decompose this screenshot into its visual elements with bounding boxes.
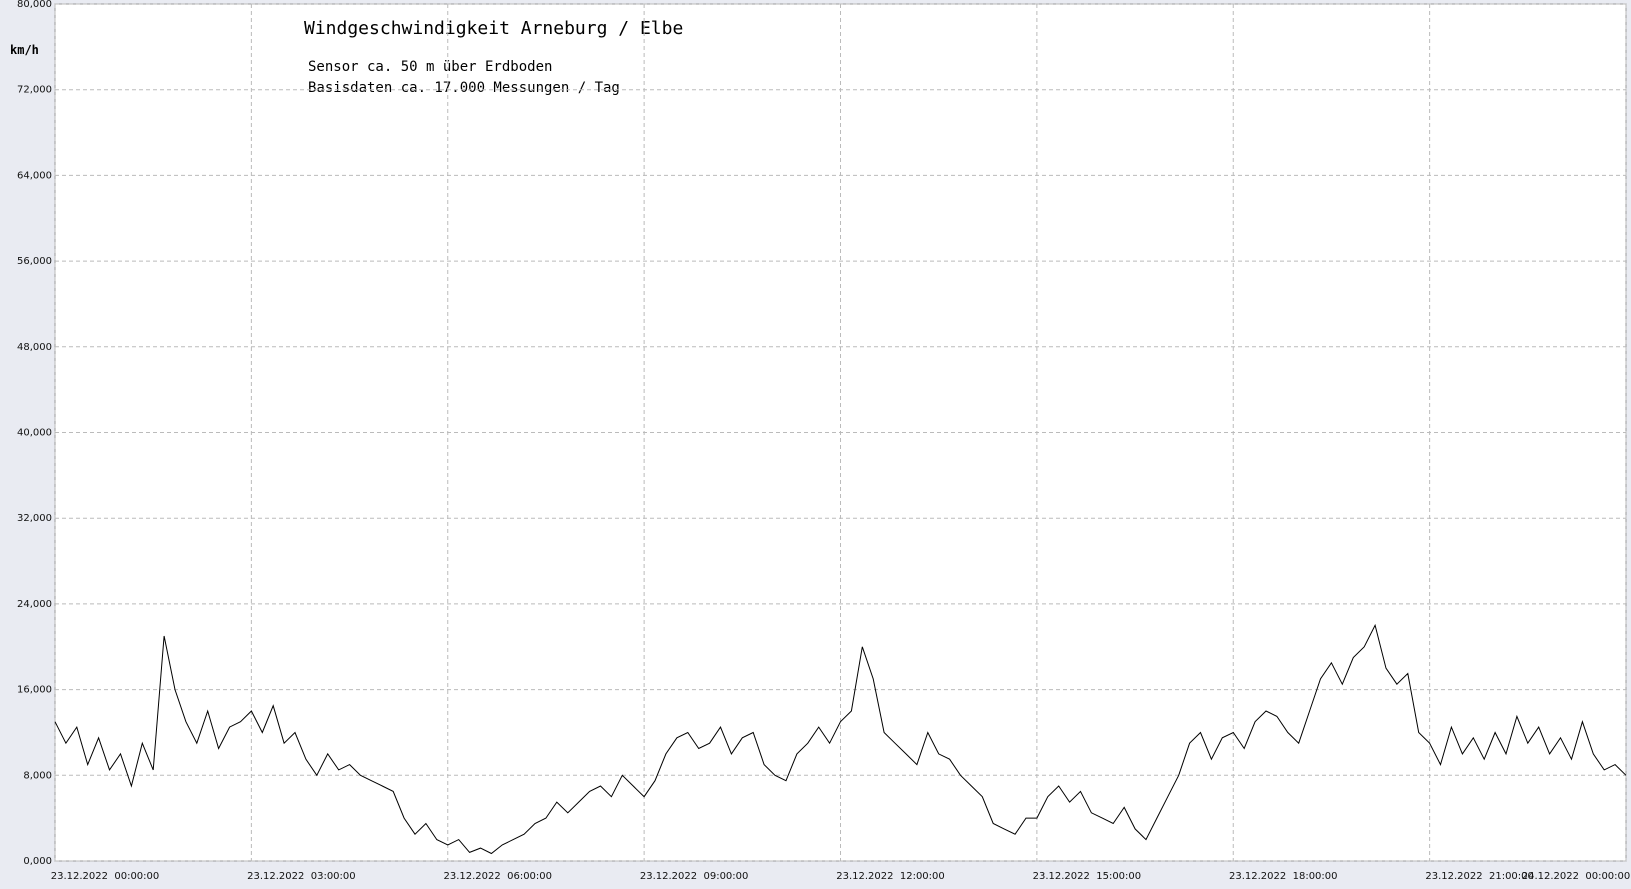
x-tick-label: 24.12.2022 00:00:00	[1522, 871, 1631, 882]
y-tick-label: 16,000	[17, 685, 52, 696]
y-tick-label: 8,000	[23, 770, 52, 781]
y-tick-label: 80,000	[17, 0, 52, 10]
y-tick-label: 64,000	[17, 170, 52, 181]
chart-title: Windgeschwindigkeit Arneburg / Elbe	[304, 18, 683, 39]
x-tick-label: 23.12.2022 21:00:00	[1425, 871, 1534, 882]
y-tick-label: 24,000	[17, 599, 52, 610]
x-tick-label: 23.12.2022 18:00:00	[1229, 871, 1338, 882]
x-tick-label: 23.12.2022 03:00:00	[247, 871, 356, 882]
x-tick-label: 23.12.2022 06:00:00	[443, 871, 552, 882]
x-tick-label: 23.12.2022 00:00:00	[51, 871, 160, 882]
y-tick-label: 32,000	[17, 513, 52, 524]
y-axis-label: km/h	[10, 43, 39, 57]
y-tick-label: 40,000	[17, 428, 52, 439]
x-tick-label: 23.12.2022 15:00:00	[1033, 871, 1142, 882]
y-tick-label: 56,000	[17, 256, 52, 267]
subtitle: Sensor ca. 50 m über Erdboden	[308, 59, 552, 75]
y-tick-label: 72,000	[17, 85, 52, 96]
data-line	[54, 623, 1627, 855]
y-tick-label: 0,000	[23, 856, 52, 867]
subtitle: Basisdaten ca. 17.000 Messungen / Tag	[308, 80, 620, 96]
x-tick-label: 23.12.2022 12:00:00	[836, 871, 945, 882]
x-tick-label: 23.12.2022 09:00:00	[640, 871, 749, 882]
y-tick-label: 48,000	[17, 342, 52, 353]
